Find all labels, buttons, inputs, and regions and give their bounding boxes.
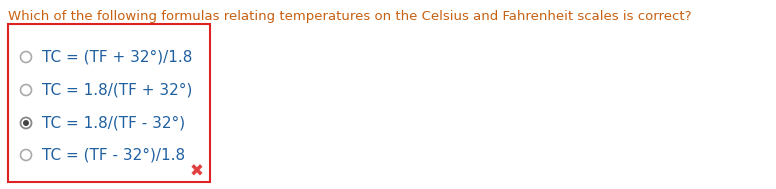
- Text: TC = (TF - 32°)/1.8: TC = (TF - 32°)/1.8: [42, 147, 185, 163]
- Text: TC = 1.8/(TF + 32°): TC = 1.8/(TF + 32°): [42, 83, 192, 98]
- Text: TC = (TF + 32°)/1.8: TC = (TF + 32°)/1.8: [42, 50, 192, 64]
- Circle shape: [23, 120, 29, 126]
- Text: Which of the following formulas relating temperatures on the Celsius and Fahrenh: Which of the following formulas relating…: [8, 10, 691, 23]
- Text: ✖: ✖: [190, 163, 204, 181]
- Text: TC = 1.8/(TF - 32°): TC = 1.8/(TF - 32°): [42, 115, 185, 130]
